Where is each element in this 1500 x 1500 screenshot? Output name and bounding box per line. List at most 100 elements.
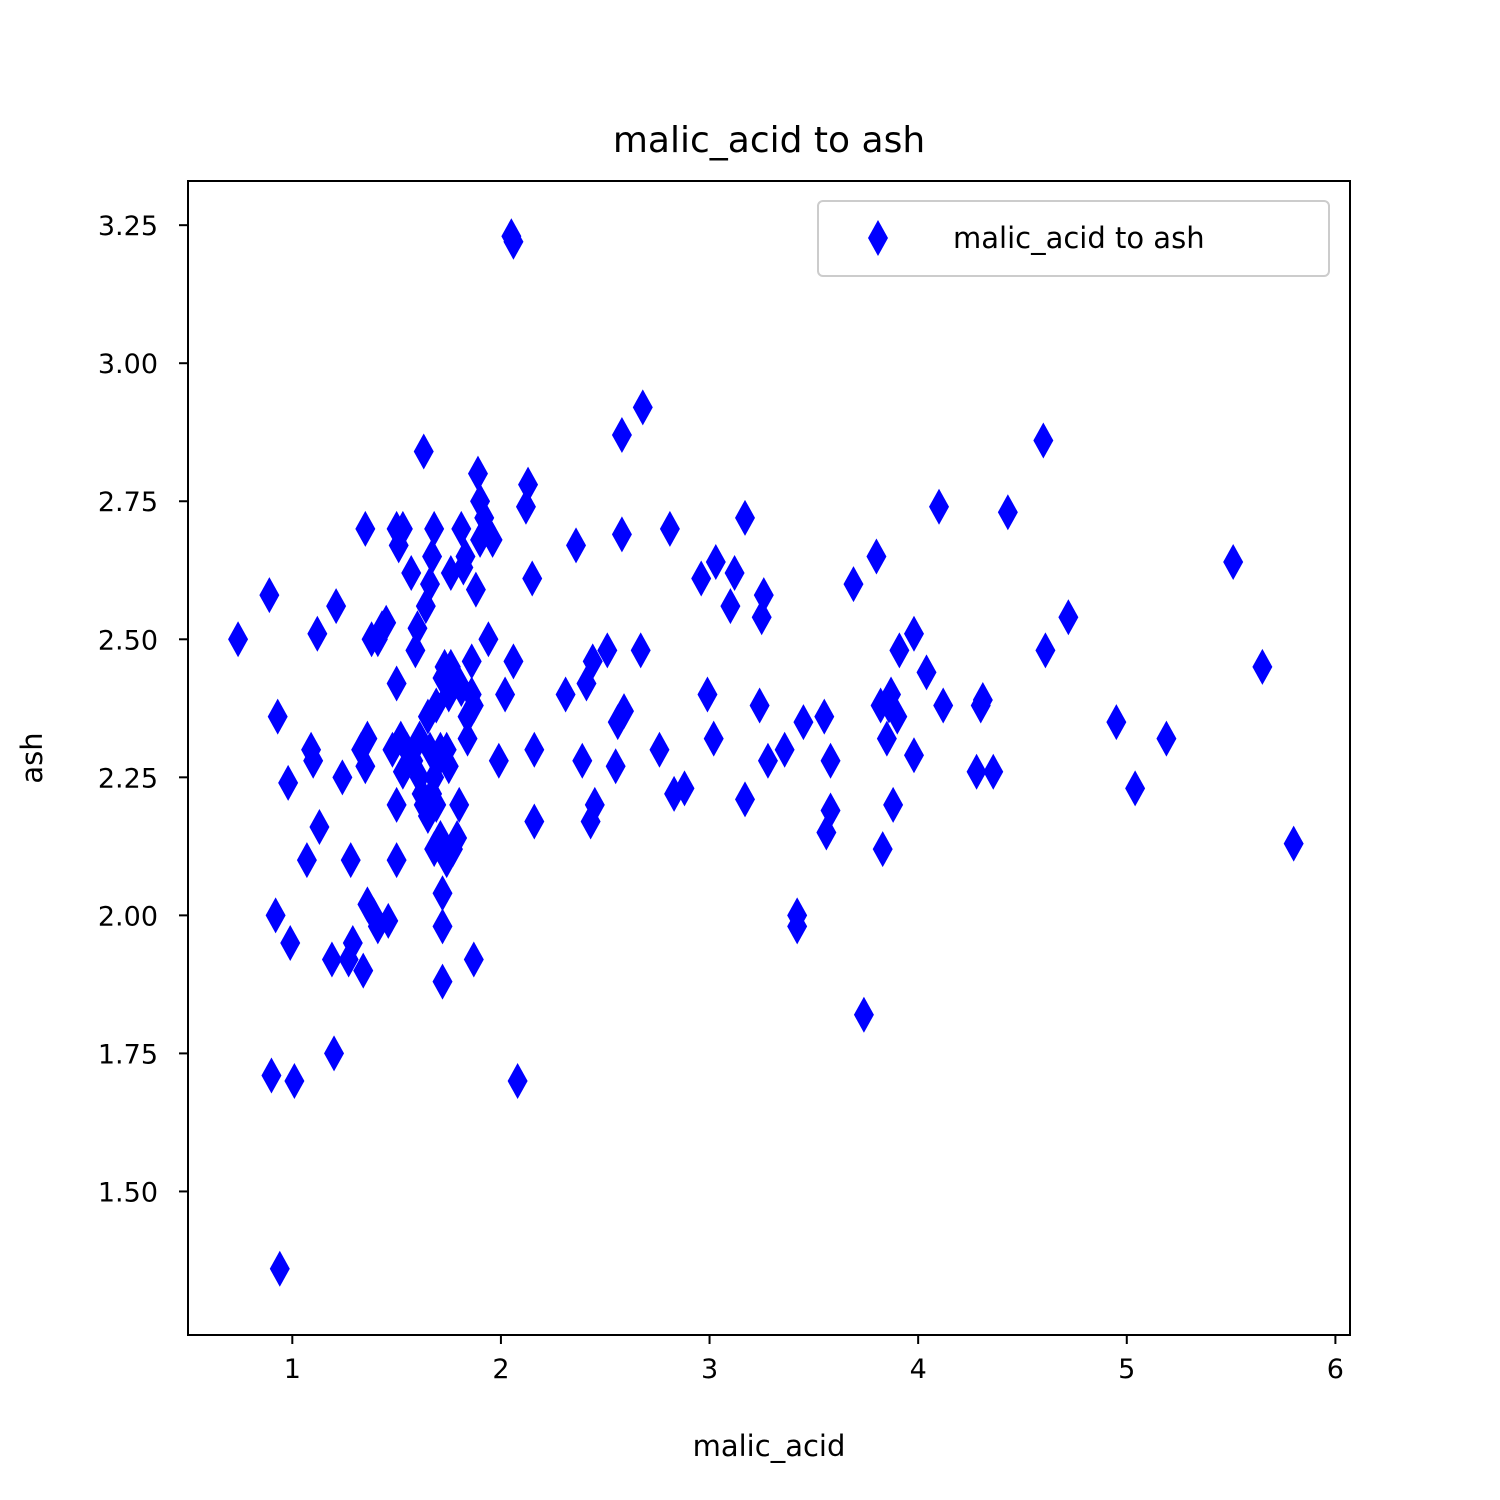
chart-title: malic_acid to ash: [613, 120, 925, 161]
x-axis: 1 2 3 4 5 6: [284, 1335, 1344, 1385]
data-point: [228, 621, 249, 658]
data-point: [582, 643, 603, 680]
y-axis: 1.50 1.75 2.00 2.25 2.50 2.75 3.00 3.25: [98, 211, 188, 1208]
data-point: [649, 731, 670, 768]
data-point: [1106, 704, 1127, 741]
data-point: [524, 731, 545, 768]
legend-marker-icon: [868, 220, 888, 256]
data-point: [457, 720, 478, 757]
data-point: [735, 499, 756, 536]
data-point: [735, 781, 756, 818]
data-point: [566, 527, 587, 564]
data-point: [749, 687, 770, 724]
data-point: [929, 488, 950, 525]
data-point: [447, 820, 468, 857]
data-point: [916, 654, 937, 691]
y-tick-label: 2.25: [98, 763, 158, 794]
data-point: [488, 742, 509, 779]
data-point: [278, 764, 299, 801]
data-point: [753, 577, 774, 614]
data-point: [524, 803, 545, 840]
data-point: [872, 831, 893, 868]
data-point: [1058, 599, 1079, 636]
data-point: [465, 571, 486, 608]
data-point: [432, 908, 453, 945]
data-point: [584, 786, 605, 823]
data-point: [438, 748, 459, 785]
data-point: [1252, 648, 1273, 685]
data-point: [432, 875, 453, 912]
data-point: [309, 809, 330, 846]
data-point: [518, 466, 539, 503]
data-point: [376, 604, 397, 641]
data-point: [482, 521, 503, 558]
data-point: [405, 632, 426, 669]
data-point: [413, 433, 434, 470]
x-tick-label: 6: [1327, 1354, 1344, 1385]
data-point: [774, 731, 795, 768]
y-tick-label: 3.00: [98, 349, 158, 380]
data-point: [597, 632, 618, 669]
y-tick-label: 1.50: [98, 1177, 158, 1208]
y-tick-label: 2.50: [98, 625, 158, 656]
data-point: [478, 621, 499, 658]
data-point: [296, 842, 317, 879]
data-point: [386, 665, 407, 702]
data-point: [853, 996, 874, 1033]
data-point: [903, 615, 924, 652]
data-point: [451, 510, 472, 547]
y-axis-label: ash: [15, 732, 49, 783]
data-point: [269, 1250, 290, 1287]
data-point: [787, 908, 808, 945]
data-point: [463, 941, 484, 978]
data-point: [605, 748, 626, 785]
data-point: [814, 698, 835, 735]
data-point: [424, 510, 445, 547]
data-point: [342, 924, 363, 961]
data-point: [703, 720, 724, 757]
data-point: [691, 560, 712, 597]
data-point: [1283, 825, 1304, 862]
x-axis-label: malic_acid: [693, 1429, 846, 1463]
data-point: [1223, 543, 1244, 580]
data-point: [284, 1063, 305, 1100]
x-tick-label: 4: [910, 1354, 927, 1385]
data-point: [903, 737, 924, 774]
data-point: [340, 842, 361, 879]
axes-frame: [187, 180, 1351, 1336]
legend-label: malic_acid to ash: [953, 221, 1205, 255]
data-point: [1125, 770, 1146, 807]
data-point: [432, 963, 453, 1000]
data-point: [386, 786, 407, 823]
y-tick-label: 3.25: [98, 211, 158, 242]
data-point: [820, 742, 841, 779]
data-point: [386, 842, 407, 879]
data-point: [467, 455, 488, 492]
data-point: [887, 698, 908, 735]
data-point: [611, 516, 632, 553]
y-tick-label: 2.00: [98, 901, 158, 932]
data-point: [455, 538, 476, 575]
data-point: [401, 555, 422, 592]
data-point: [572, 742, 593, 779]
data-point: [280, 924, 301, 961]
data-point: [659, 510, 680, 547]
x-tick-label: 5: [1118, 1354, 1135, 1385]
data-point: [303, 742, 324, 779]
data-point: [820, 792, 841, 829]
data-point: [353, 952, 374, 989]
data-point: [463, 687, 484, 724]
data-point: [332, 759, 353, 796]
data-point: [326, 588, 347, 625]
x-tick-label: 1: [284, 1354, 301, 1385]
data-point: [555, 676, 576, 713]
data-point: [1156, 720, 1177, 757]
data-point: [983, 753, 1004, 790]
x-tick-label: 3: [701, 1354, 718, 1385]
data-point: [876, 720, 897, 757]
data-point: [1033, 422, 1054, 459]
y-tick-label: 2.75: [98, 487, 158, 518]
data-point: [632, 389, 653, 426]
data-point: [503, 223, 524, 260]
